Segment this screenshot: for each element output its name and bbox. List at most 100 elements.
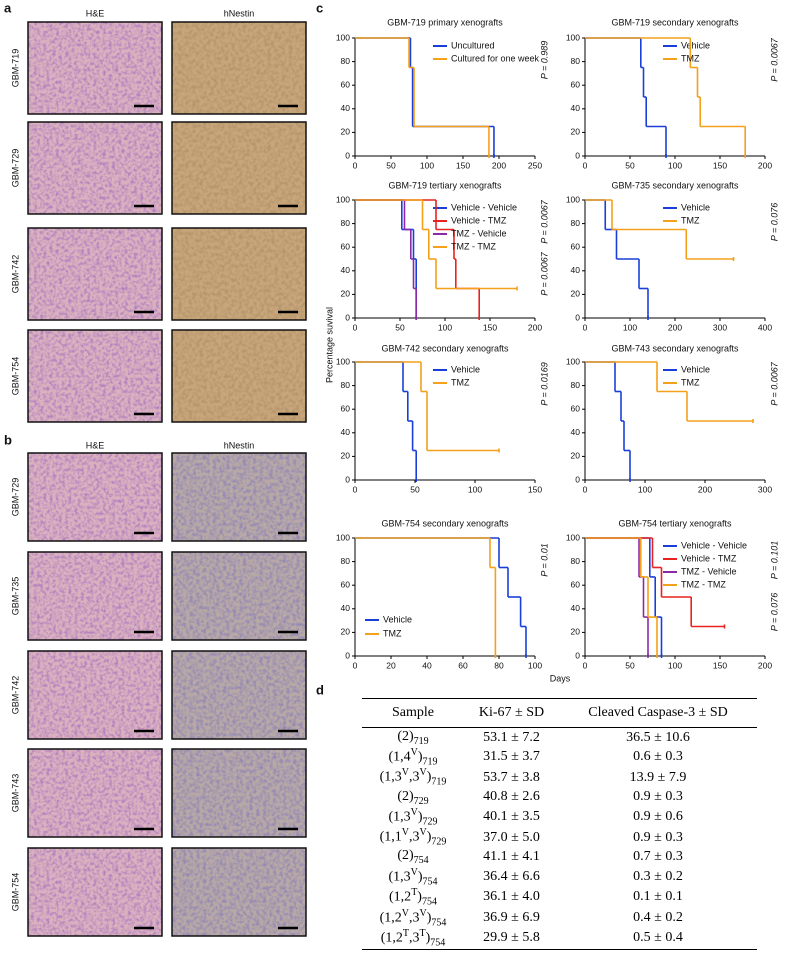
stain-header: hNestin [224,8,255,18]
sample-part: V [419,827,427,839]
legend-label: TMZ - TMZ [451,241,496,251]
micrograph-texture [28,552,162,640]
x-tick-label: 300 [758,484,772,494]
micrograph-texture [28,651,162,739]
legend-label: Vehicle [681,364,710,374]
p-value: P = 0.0067 [539,199,549,243]
x-tick-label: 0 [583,322,588,332]
x-tick-label: 150 [713,160,727,170]
micrograph-border [27,329,163,423]
sample-cell: (1,2T,3T)754 [362,928,464,950]
y-axis-label: Percentage suvival [324,307,334,383]
micrograph-texture [172,552,306,640]
sample-part: ,3 [409,830,420,846]
x-tick-label: 200 [698,484,712,494]
y-tick-label: 0 [575,150,580,160]
y-tick-label: 60 [571,241,581,251]
row-label: GBM-742 [10,255,20,294]
micrograph-texture [28,22,162,114]
table-row: (1,4V)719 31.5 ± 3.7 0.6 ± 0.3 [362,747,757,767]
sample-part: (1,1 [379,830,402,846]
table-row: (1,3V,3V)719 53.7 ± 3.8 13.9 ± 7.9 [362,767,757,787]
micrograph-texture [28,228,162,320]
x-tick-label: 100 [623,322,637,332]
legend-label: TMZ [681,377,700,387]
y-tick-label: 20 [571,127,581,137]
sample-part: V [410,747,418,758]
chart-title: GBM-754 tertiary xenografts [618,518,732,528]
row-label: GBM-735 [10,577,20,616]
micrograph-texture [172,848,306,936]
x-tick-label: 0 [583,160,588,170]
sample-part: V [419,767,427,779]
row-label: GBM-754 [10,873,20,912]
sample-part: 754 [430,937,446,949]
micrograph-border [27,121,163,215]
sample-part: ) [417,809,423,825]
x-tick-label: 40 [422,660,432,670]
sample-part: (1,3 [388,809,411,825]
panel-label: a [4,0,12,15]
legend-label: Vehicle - Vehicle [451,202,517,212]
table-row: (1,2T,3T)754 29.9 ± 5.8 0.5 ± 0.4 [362,928,757,950]
ki67-cell: 31.5 ± 3.7 [483,749,540,765]
ki67-cell: 36.9 ± 6.9 [483,909,540,925]
y-tick-label: 40 [341,603,351,613]
x-tick-label: 0 [353,484,358,494]
sample-part: ) [426,830,432,846]
sample-part: T [411,887,418,899]
y-tick-label: 20 [341,289,351,299]
p-value: P = 0.0067 [769,361,779,405]
chart-title: GBM-719 primary xenografts [387,17,503,27]
row-label: GBM-729 [10,149,20,188]
y-tick-label: 60 [341,403,351,413]
micrograph-texture [28,122,162,214]
x-axis-label: Days [550,673,571,683]
micrograph-texture [172,22,306,114]
stain-header: hNestin [224,440,255,450]
sample-part: (1,4 [388,749,411,765]
sample-cell: (1,2T)754 [362,887,464,907]
sample-part: V [419,907,427,919]
sample-part: (1,2 [389,889,412,905]
p-value: P = 0.0169 [539,362,549,405]
sample-cell: (1,2V,3V)754 [362,908,464,928]
chart-title: GBM-719 secondary xenografts [611,17,739,27]
table-row: (2)754 41.1 ± 4.1 0.7 ± 0.3 [362,848,757,867]
legend-label: Vehicle [383,614,412,624]
sample-part: 754 [421,896,437,908]
y-tick-label: 20 [341,127,351,137]
ki67-cell: 40.8 ± 2.6 [483,789,540,805]
sample-cell: (1,3V)754 [362,867,464,887]
sample-part: V [410,806,418,818]
sample-part: ) [426,910,432,926]
y-tick-label: 100 [566,194,580,204]
x-tick-label: 200 [528,322,542,332]
sample-part: 754 [413,855,429,867]
micrograph-texture [172,651,306,739]
x-tick-label: 200 [668,322,682,332]
caspase-cell: 0.7 ± 0.3 [633,849,683,865]
x-tick-label: 400 [758,322,772,332]
x-tick-label: 250 [528,160,542,170]
micrograph-texture [172,330,306,422]
y-tick-label: 100 [336,532,350,542]
x-tick-label: 50 [625,660,635,670]
chart-title: GBM-742 secondary xenografts [381,343,509,353]
y-tick-label: 80 [571,56,581,66]
sample-part: ) [425,930,431,946]
x-tick-label: 100 [438,322,452,332]
row-label: GBM-719 [10,49,20,88]
legend-label: TMZ [451,377,470,387]
ki67-cell: 40.1 ± 3.5 [483,809,540,825]
panel-label: b [4,432,12,447]
x-tick-label: 200 [492,160,506,170]
panel-label: c [316,0,323,15]
sample-part: V [410,866,418,878]
micrograph-border [27,452,163,542]
row-label: GBM-729 [10,478,20,517]
y-tick-label: 60 [341,579,351,589]
x-tick-label: 80 [494,660,504,670]
sample-cell: (1,3V)729 [362,807,464,827]
micrograph-texture [172,453,306,541]
